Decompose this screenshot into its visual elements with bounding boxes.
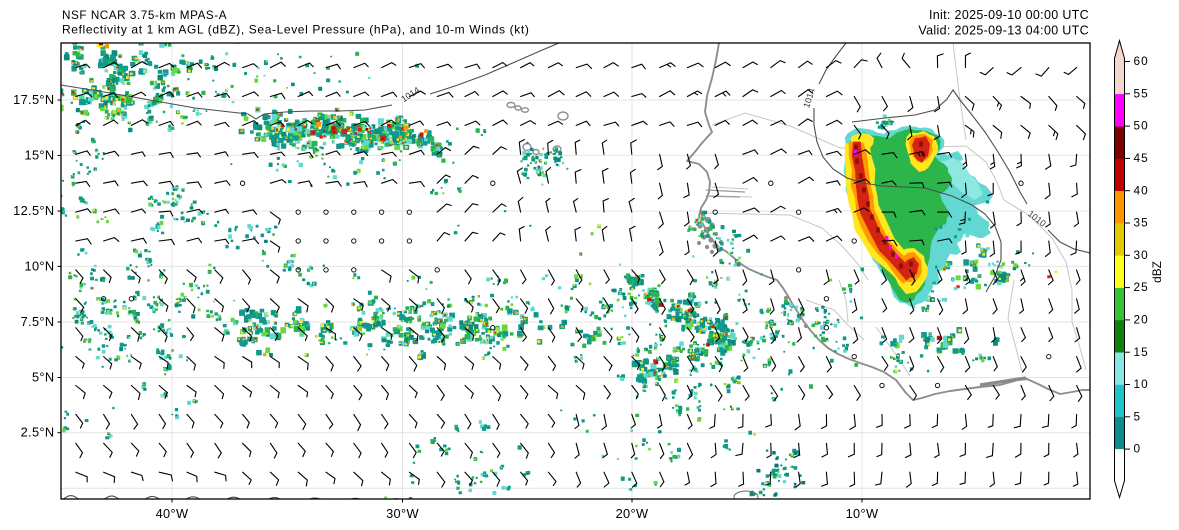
svg-text:50: 50 <box>1134 119 1149 133</box>
svg-text:15: 15 <box>1134 345 1149 359</box>
svg-text:2.5°N: 2.5°N <box>21 425 55 440</box>
svg-text:45: 45 <box>1134 151 1149 165</box>
svg-text:40: 40 <box>1134 183 1149 197</box>
svg-text:17.5°N: 17.5°N <box>13 92 54 107</box>
svg-text:10°W: 10°W <box>846 506 879 521</box>
svg-text:30: 30 <box>1134 248 1149 262</box>
svg-text:20: 20 <box>1134 313 1149 327</box>
svg-text:dBZ: dBZ <box>1150 261 1164 283</box>
svg-text:35: 35 <box>1134 216 1149 230</box>
svg-text:Init: 2025-09-10 00:00 UTC: Init: 2025-09-10 00:00 UTC <box>929 8 1089 22</box>
svg-text:0: 0 <box>1134 442 1142 456</box>
svg-text:Reflectivity at 1 km AGL (dBZ): Reflectivity at 1 km AGL (dBZ), Sea-Leve… <box>62 23 529 37</box>
svg-text:40°W: 40°W <box>156 506 189 521</box>
svg-text:7.5°N: 7.5°N <box>21 314 55 329</box>
svg-text:Valid: 2025-09-13 04:00 UTC: Valid: 2025-09-13 04:00 UTC <box>918 24 1089 38</box>
svg-text:5: 5 <box>1134 409 1142 423</box>
svg-text:15°N: 15°N <box>25 147 55 162</box>
svg-text:25: 25 <box>1134 280 1149 294</box>
svg-text:10: 10 <box>1134 377 1149 391</box>
svg-text:55: 55 <box>1134 86 1149 100</box>
svg-text:10°N: 10°N <box>25 258 55 273</box>
svg-text:5°N: 5°N <box>32 369 55 384</box>
svg-text:30°W: 30°W <box>386 506 419 521</box>
svg-text:60: 60 <box>1134 54 1149 68</box>
svg-text:12.5°N: 12.5°N <box>13 203 54 218</box>
svg-text:20°W: 20°W <box>616 506 649 521</box>
svg-text:NSF NCAR 3.75-km MPAS-A: NSF NCAR 3.75-km MPAS-A <box>62 9 227 22</box>
